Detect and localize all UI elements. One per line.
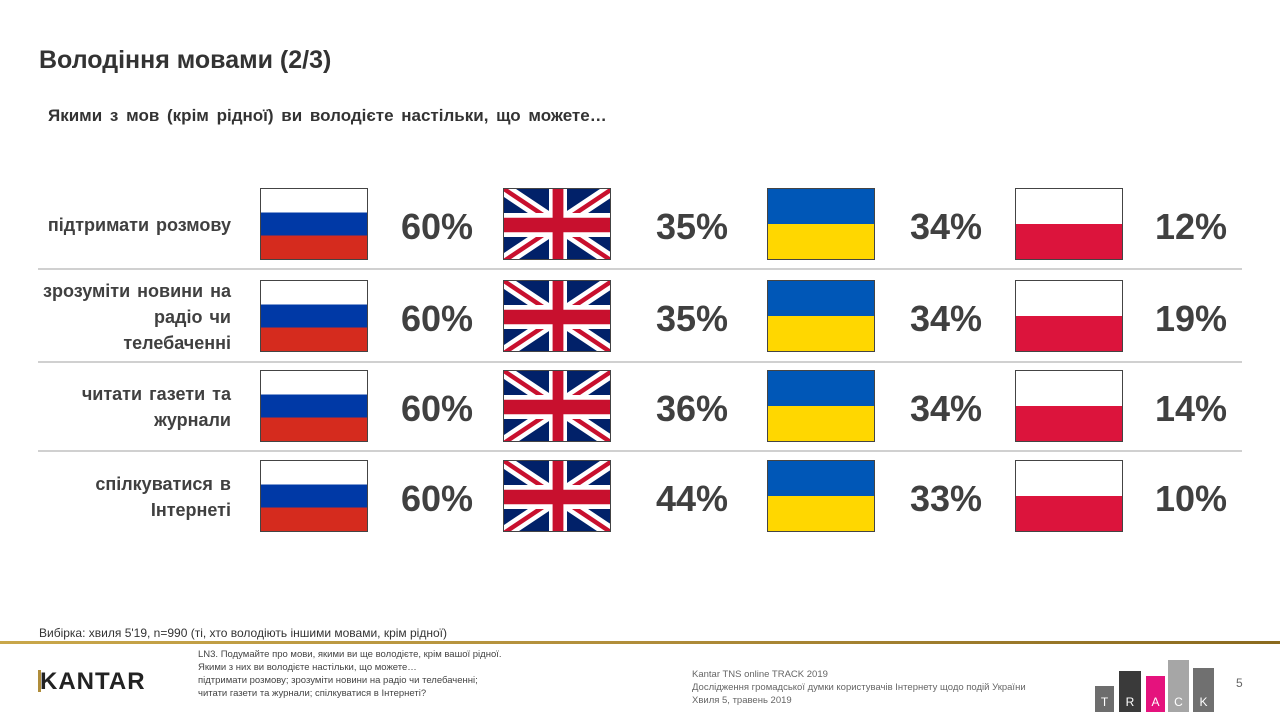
- percent-value: 44%: [655, 478, 728, 519]
- ukraine-flag-icon: [767, 370, 875, 442]
- row-separator: [38, 268, 1242, 270]
- track-letter: C: [1174, 695, 1183, 709]
- ukraine-flag-icon: [767, 188, 875, 260]
- percent-value: 34%: [909, 206, 982, 247]
- percent-value: 12%: [1154, 206, 1227, 247]
- row-label: зрозуміти новини на радіо чи телебаченні: [43, 281, 231, 353]
- question-line: Якими з них ви володієте настільки, що м…: [198, 662, 417, 673]
- question-text: LN3. Подумайте про мови, якими ви ще вол…: [198, 648, 502, 700]
- divider: [0, 641, 1280, 644]
- kantar-logo: KANTAR: [38, 668, 146, 696]
- row-label: читати газети та журнали: [81, 384, 231, 430]
- percent-value: 34%: [909, 388, 982, 429]
- percent-value: 60%: [400, 478, 473, 519]
- percent-value: 34%: [909, 298, 982, 339]
- percent-value: 36%: [655, 388, 728, 429]
- poland-flag-icon: [1015, 370, 1123, 442]
- question-line: LN3. Подумайте про мови, якими ви ще вол…: [198, 649, 502, 660]
- row-label: підтримати розмову: [47, 215, 231, 235]
- track-letter: T: [1100, 695, 1109, 709]
- russia-flag-icon: [260, 370, 368, 442]
- question-line: читати газети та журнали; спілкуватися в…: [198, 688, 427, 699]
- page-title: Володіння мовами (2/3): [39, 46, 332, 74]
- ukraine-flag-icon: [767, 460, 875, 532]
- russia-flag-icon: [260, 460, 368, 532]
- poland-flag-icon: [1015, 280, 1123, 352]
- row-separator: [38, 450, 1242, 452]
- percent-value: 33%: [909, 478, 982, 519]
- uk-flag-icon: [503, 460, 611, 532]
- percent-value: 60%: [400, 206, 473, 247]
- logo-text: KANTAR: [40, 668, 146, 695]
- track-bar: C: [1168, 660, 1189, 712]
- info-line: Дослідження громадської думки користувач…: [692, 682, 1026, 693]
- poland-flag-icon: [1015, 188, 1123, 260]
- uk-flag-icon: [503, 188, 611, 260]
- question-subtitle: Якими з мов (крім рідної) ви володієте н…: [48, 106, 607, 125]
- track-bar: R: [1119, 671, 1141, 712]
- percent-value: 35%: [655, 206, 728, 247]
- percent-value: 14%: [1154, 388, 1227, 429]
- page-number: 5: [1236, 676, 1243, 690]
- poland-flag-icon: [1015, 460, 1123, 532]
- percent-value: 60%: [400, 388, 473, 429]
- uk-flag-icon: [503, 370, 611, 442]
- percent-value: 19%: [1154, 298, 1227, 339]
- track-bar: A: [1146, 676, 1165, 712]
- track-letter: A: [1151, 695, 1160, 709]
- track-letter: K: [1199, 695, 1208, 709]
- track-bar: K: [1193, 668, 1214, 712]
- study-info: Kantar TNS online TRACK 2019 Дослідження…: [692, 668, 1026, 707]
- track-letter: R: [1125, 695, 1135, 709]
- sample-note: Вибірка: хвиля 5'19, n=990 (ті, хто воло…: [39, 626, 447, 640]
- ukraine-flag-icon: [767, 280, 875, 352]
- percent-value: 10%: [1154, 478, 1227, 519]
- percent-value: 35%: [655, 298, 728, 339]
- russia-flag-icon: [260, 188, 368, 260]
- question-line: підтримати розмову; зрозуміти новини на …: [198, 675, 478, 686]
- russia-flag-icon: [260, 280, 368, 352]
- info-line: Хвиля 5, травень 2019: [692, 695, 792, 706]
- row-separator: [38, 361, 1242, 363]
- track-bar: T: [1095, 686, 1114, 712]
- uk-flag-icon: [503, 280, 611, 352]
- row-label: спілкуватися в Інтернеті: [95, 474, 231, 520]
- percent-value: 60%: [400, 298, 473, 339]
- info-line: Kantar TNS online TRACK 2019: [692, 669, 828, 680]
